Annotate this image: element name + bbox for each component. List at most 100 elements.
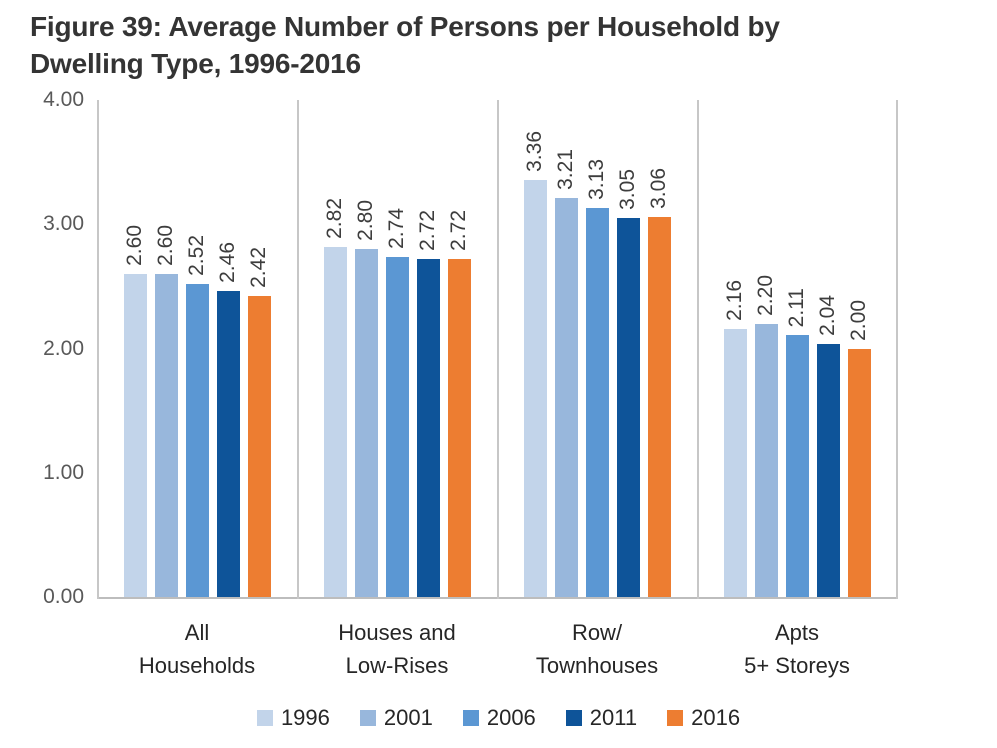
bar-slot: 2.42 (247, 100, 271, 597)
bar-value-label: 3.21 (554, 149, 577, 191)
bar-1996-houses-low-rises (323, 246, 347, 597)
bar-value-label: 2.60 (154, 225, 177, 266)
bar-slot: 3.05 (616, 100, 640, 597)
bar-value-label: 2.72 (447, 210, 470, 252)
category-label-apts-5plus-storeys: Apts 5+ Storeys (697, 616, 897, 682)
legend-label-2001: 2001 (383, 705, 433, 730)
category-label-houses-low-rises: Houses and Low-Rises (297, 616, 497, 682)
bar-2006-row-townhouses (585, 208, 609, 597)
bar-value-label: 2.74 (385, 207, 408, 249)
bar-value-label: 2.16 (723, 279, 746, 321)
bar-2016-row-townhouses (647, 216, 671, 597)
y-axis-tick-label: 0.00 (43, 585, 84, 608)
plot-area: 2.60 2.60 2.52 2.46 2.42 2.82 2.80 2.74 2.72 2.72… (97, 100, 898, 599)
category-label-line: Households (138, 653, 256, 678)
bar-2016-apts-5plus-storeys (847, 348, 871, 597)
bar-group-houses-low-rises: 2.82 2.80 2.74 2.72 2.72 (297, 100, 497, 597)
bar-value-label: 2.80 (354, 200, 377, 242)
y-axis-tick-label: 1.00 (43, 460, 84, 484)
chart-legend: 1996 2001 2006 2011 2016 (0, 705, 997, 731)
bar-slot: 2.16 (723, 100, 747, 597)
legend-label-2006: 2006 (486, 705, 536, 730)
bar-slot: 2.60 (123, 100, 147, 597)
category-label-line: Low-Rises (345, 653, 449, 678)
bar-2011-row-townhouses (616, 218, 640, 597)
bar-slot: 2.82 (323, 100, 347, 597)
legend-swatch-2001 (359, 710, 376, 726)
bar-slot: 2.04 (816, 100, 840, 597)
bar-1996-apts-5plus-storeys (723, 328, 747, 597)
y-axis-tick-label: 3.00 (43, 212, 84, 236)
bar-group-all-households: 2.60 2.60 2.52 2.46 2.42 (97, 100, 297, 597)
legend-swatch-2006 (462, 710, 479, 726)
y-axis-tick-label: 2.00 (43, 336, 84, 360)
bar-value-label: 2.11 (785, 287, 808, 327)
bar-value-label: 2.82 (323, 197, 346, 239)
bar-slot: 3.06 (647, 100, 671, 597)
bar-slot: 2.46 (216, 100, 240, 597)
bar-slot: 3.36 (523, 100, 547, 597)
bar-value-label: 2.20 (754, 274, 777, 316)
legend-item-1996: 1996 (256, 705, 330, 731)
bar-slot: 2.72 (416, 100, 440, 597)
bar-value-label: 2.60 (123, 225, 146, 266)
legend-label-2016: 2016 (691, 705, 741, 730)
legend-item-2011: 2011 (565, 705, 638, 731)
bar-2006-houses-low-rises (385, 256, 409, 597)
bar-value-label: 2.42 (247, 247, 270, 289)
bar-slot: 2.74 (385, 100, 409, 597)
legend-label-1996: 1996 (280, 705, 330, 730)
bar-value-label: 2.04 (816, 294, 839, 336)
legend-item-2001: 2001 (359, 705, 433, 731)
figure-title-line-1: Figure 39: Average Number of Persons per… (30, 11, 780, 42)
bar-2001-apts-5plus-storeys (754, 323, 778, 597)
bar-slot: 2.00 (847, 100, 871, 597)
category-label-line: Row/ (571, 620, 623, 645)
bar-slot: 3.13 (585, 100, 609, 597)
category-label-line: Houses and (338, 620, 456, 645)
bar-value-label: 3.36 (523, 130, 546, 172)
legend-label-2011: 2011 (589, 705, 638, 730)
legend-item-2006: 2006 (462, 705, 536, 731)
bar-value-label: 2.52 (185, 235, 208, 276)
legend-item-2016: 2016 (667, 705, 740, 731)
bar-group-row-townhouses: 3.36 3.21 3.13 3.05 3.06 (497, 100, 697, 597)
category-separator-line (97, 100, 99, 599)
category-label-line: All (184, 620, 210, 645)
bar-2011-all-households (216, 291, 240, 597)
bar-2001-all-households (154, 273, 178, 597)
bar-2011-apts-5plus-storeys (816, 343, 840, 597)
legend-swatch-2011 (565, 710, 582, 726)
category-separator-line (297, 100, 299, 599)
bar-slot: 2.72 (447, 100, 471, 597)
category-label-all-households: All Households (97, 616, 297, 682)
category-label-line: 5+ Storeys (744, 653, 850, 678)
category-label-line: Apts (774, 620, 820, 645)
bar-slot: 2.11 (785, 100, 809, 597)
bar-slot: 3.21 (554, 100, 578, 597)
figure-title: Figure 39: Average Number of Persons per… (30, 8, 960, 82)
bar-slot: 2.52 (185, 100, 209, 597)
bar-slot: 2.20 (754, 100, 778, 597)
bar-2006-apts-5plus-storeys (785, 334, 809, 597)
legend-swatch-2016 (667, 710, 684, 726)
category-separator-line (497, 100, 499, 599)
figure-title-line-2: Dwelling Type, 1996-2016 (30, 48, 361, 79)
bar-1996-row-townhouses (523, 179, 547, 597)
bar-2006-all-households (185, 283, 209, 597)
bar-2011-houses-low-rises (416, 259, 440, 597)
bar-2001-row-townhouses (554, 198, 578, 597)
bar-2016-houses-low-rises (447, 259, 471, 597)
legend-swatch-1996 (256, 710, 273, 726)
bar-2016-all-households (247, 296, 271, 597)
bar-group-apts-5plus-storeys: 2.16 2.20 2.11 2.04 2.00 (697, 100, 897, 597)
bar-value-label: 3.13 (585, 159, 608, 201)
bar-value-label: 2.46 (216, 242, 239, 284)
category-label-row-townhouses: Row/Townhouses (497, 616, 697, 682)
bar-slot: 2.60 (154, 100, 178, 597)
bar-value-label: 3.05 (616, 169, 639, 211)
bar-value-label: 2.00 (847, 299, 870, 341)
bar-value-label: 3.06 (647, 167, 670, 209)
y-axis-tick-label: 4.00 (43, 88, 84, 111)
